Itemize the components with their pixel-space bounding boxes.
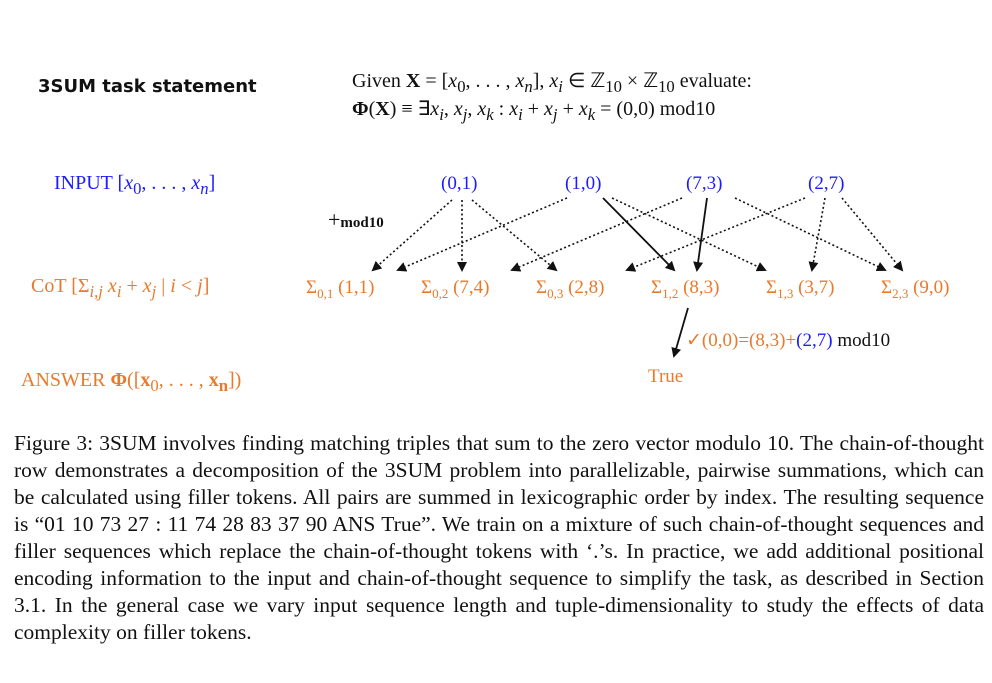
arrow-1-to-s13 [611, 197, 767, 272]
answer-value: True [648, 366, 684, 387]
arrow-1-to-s01 [396, 197, 568, 272]
cot-item-03: Σ0,3 (2,8) [536, 277, 605, 301]
figure-caption: Figure 3: 3SUM involves finding matching… [14, 431, 984, 644]
check-equation: ✓(0,0)=(8,3)+(2,7) mod10 [686, 330, 891, 351]
cot-item-01: Σ0,1 (1,1) [306, 277, 375, 301]
input-item-3: (2,7) [808, 173, 845, 194]
statement-line-1: Given X = [x0, . . . , xn], xi ∈ ℤ10 × ℤ… [352, 70, 752, 96]
cot-item-23: Σ2,3 (9,0) [881, 277, 950, 301]
input-row-label: INPUT [x0, . . . , xn] [54, 172, 216, 198]
arrow-2-to-s02 [510, 197, 683, 272]
input-item-1: (1,0) [565, 173, 602, 194]
cot-item-02: Σ0,2 (7,4) [421, 277, 490, 301]
statement-line-2: Φ(X) ≡ ∃xi, xj, xk : xi + xj + xk = (0,0… [352, 98, 716, 124]
arrow-2-to-s12 [693, 197, 708, 272]
cot-row-label: CoT [Σi,j xi + xj | i < j] [31, 275, 210, 301]
arrow-to-answer [671, 307, 689, 358]
arrow-3-to-s03 [625, 197, 806, 272]
arrow-2-to-s23 [734, 197, 887, 272]
arrow-0-to-s03 [471, 199, 558, 272]
task-title: 3SUM task statement [38, 76, 257, 97]
input-item-0: (0,1) [441, 173, 478, 194]
arrow-3-to-s23 [841, 197, 904, 272]
cot-item-12: Σ1,2 (8,3) [651, 277, 720, 301]
arrow-1-to-s12 [602, 197, 676, 272]
plus-mod10-label: +mod10 [328, 207, 384, 232]
arrow-0-to-s01 [371, 199, 453, 272]
check-mark-icon: ✓ [686, 330, 702, 351]
answer-row-label: ANSWER Φ([x0, . . . , xn]) [21, 369, 242, 395]
input-item-2: (7,3) [686, 173, 723, 194]
cot-item-13: Σ1,3 (3,7) [766, 277, 835, 301]
arrow-3-to-s13 [808, 197, 826, 272]
